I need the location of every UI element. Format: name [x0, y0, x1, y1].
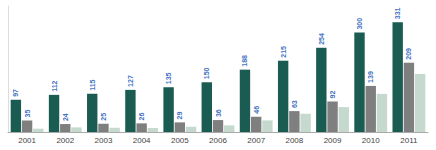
svg-text:36: 36	[215, 109, 222, 117]
svg-text:2008: 2008	[285, 136, 303, 145]
svg-text:24: 24	[62, 113, 69, 121]
svg-text:2007: 2007	[247, 136, 265, 145]
svg-text:46: 46	[253, 106, 260, 114]
svg-text:300: 300	[356, 18, 363, 30]
svg-text:2011: 2011	[400, 136, 418, 145]
svg-text:331: 331	[394, 7, 401, 19]
svg-text:209: 209	[405, 48, 412, 60]
svg-text:25: 25	[100, 113, 107, 121]
svg-text:2001: 2001	[18, 136, 36, 145]
svg-text:63: 63	[291, 100, 298, 108]
svg-text:2005: 2005	[171, 136, 189, 145]
svg-text:150: 150	[203, 67, 210, 79]
svg-text:112: 112	[51, 80, 58, 91]
svg-text:115: 115	[89, 79, 96, 90]
svg-text:97: 97	[12, 89, 19, 97]
svg-text:254: 254	[318, 33, 325, 45]
svg-text:127: 127	[127, 75, 134, 87]
svg-text:92: 92	[329, 91, 336, 99]
svg-text:2009: 2009	[324, 136, 342, 145]
svg-text:2010: 2010	[362, 136, 380, 145]
svg-text:135: 135	[165, 72, 172, 84]
svg-text:2006: 2006	[209, 136, 227, 145]
svg-text:2004: 2004	[133, 136, 151, 145]
svg-text:26: 26	[138, 112, 145, 120]
svg-text:29: 29	[176, 111, 183, 119]
svg-text:35: 35	[24, 110, 31, 118]
svg-text:215: 215	[280, 46, 287, 58]
svg-text:139: 139	[367, 71, 374, 83]
svg-text:188: 188	[241, 55, 248, 67]
svg-text:2003: 2003	[95, 136, 113, 145]
svg-text:2002: 2002	[56, 136, 74, 145]
